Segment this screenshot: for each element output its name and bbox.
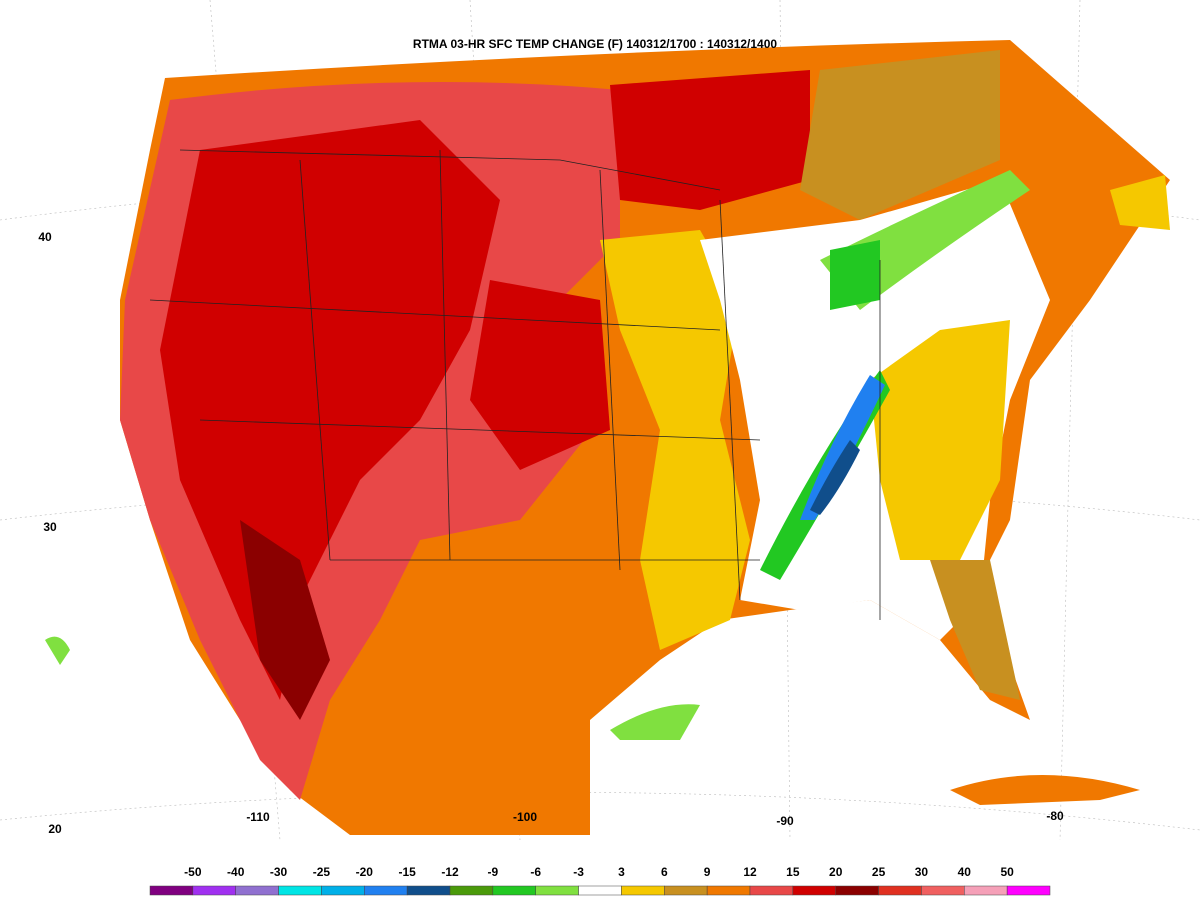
colorbar-swatch <box>749 885 794 896</box>
colorbar: -50 -40 -30 -25 -20 -15 -12 -9 -6 -3 3 6 9 12 15 20 25 30… <box>149 865 1051 896</box>
colorbar-label: -40 <box>227 865 245 879</box>
colorbar-label: -15 <box>398 865 416 879</box>
longitude-label: -110 <box>246 810 270 824</box>
colorbar-label: -20 <box>356 865 374 879</box>
colorbar-label: -12 <box>441 865 459 879</box>
colorbar-swatch <box>149 885 194 896</box>
colorbar-label: -50 <box>184 865 202 879</box>
longitude-label: -80 <box>1046 809 1064 823</box>
colorbar-swatch <box>492 885 536 896</box>
colorbar-label: 3 <box>618 865 625 879</box>
colorbar-swatch <box>321 885 365 896</box>
colorbar-swatch <box>921 885 965 896</box>
colorbar-swatch <box>964 885 1008 896</box>
colorbar-label: -3 <box>573 865 584 879</box>
longitude-label: -90 <box>776 814 794 828</box>
colorbar-swatch <box>192 885 236 896</box>
colorbar-swatch <box>792 885 836 896</box>
latitude-label: 40 <box>38 230 52 244</box>
colorbar-label: 20 <box>829 865 843 879</box>
colorbar-swatch <box>1006 885 1051 896</box>
colorbar-label: 12 <box>743 865 757 879</box>
colorbar-label: 50 <box>1000 865 1014 879</box>
colorbar-swatch <box>535 885 579 896</box>
temperature-field <box>45 40 1170 835</box>
colorbar-swatch <box>578 885 622 896</box>
colorbar-swatch <box>235 885 279 896</box>
colorbar-label: 40 <box>958 865 972 879</box>
colorbar-swatch <box>278 885 322 896</box>
latitude-label: 20 <box>48 822 62 836</box>
colorbar-swatch <box>406 885 451 896</box>
colorbar-swatch <box>449 885 494 896</box>
colorbar-label: -9 <box>488 865 499 879</box>
colorbar-label: 25 <box>872 865 886 879</box>
latitude-label: 30 <box>43 520 57 534</box>
state-boundaries <box>149 149 881 620</box>
colorbar-label: 9 <box>704 865 711 879</box>
colorbar-label: 15 <box>786 865 800 879</box>
colorbar-label: -30 <box>270 865 288 879</box>
colorbar-swatch <box>664 885 708 896</box>
colorbar-label: 30 <box>915 865 929 879</box>
colorbar-swatch <box>706 885 751 896</box>
colorbar-swatch <box>835 885 879 896</box>
longitude-label: -100 <box>513 810 537 824</box>
colorbar-swatch <box>364 885 408 896</box>
colorbar-label: 6 <box>661 865 668 879</box>
colorbar-label: -25 <box>313 865 331 879</box>
map-title: RTMA 03-HR SFC TEMP CHANGE (F) 140312/17… <box>413 37 777 51</box>
colorbar-swatch <box>621 885 665 896</box>
colorbar-swatch <box>878 885 922 896</box>
colorbar-label: -6 <box>530 865 541 879</box>
